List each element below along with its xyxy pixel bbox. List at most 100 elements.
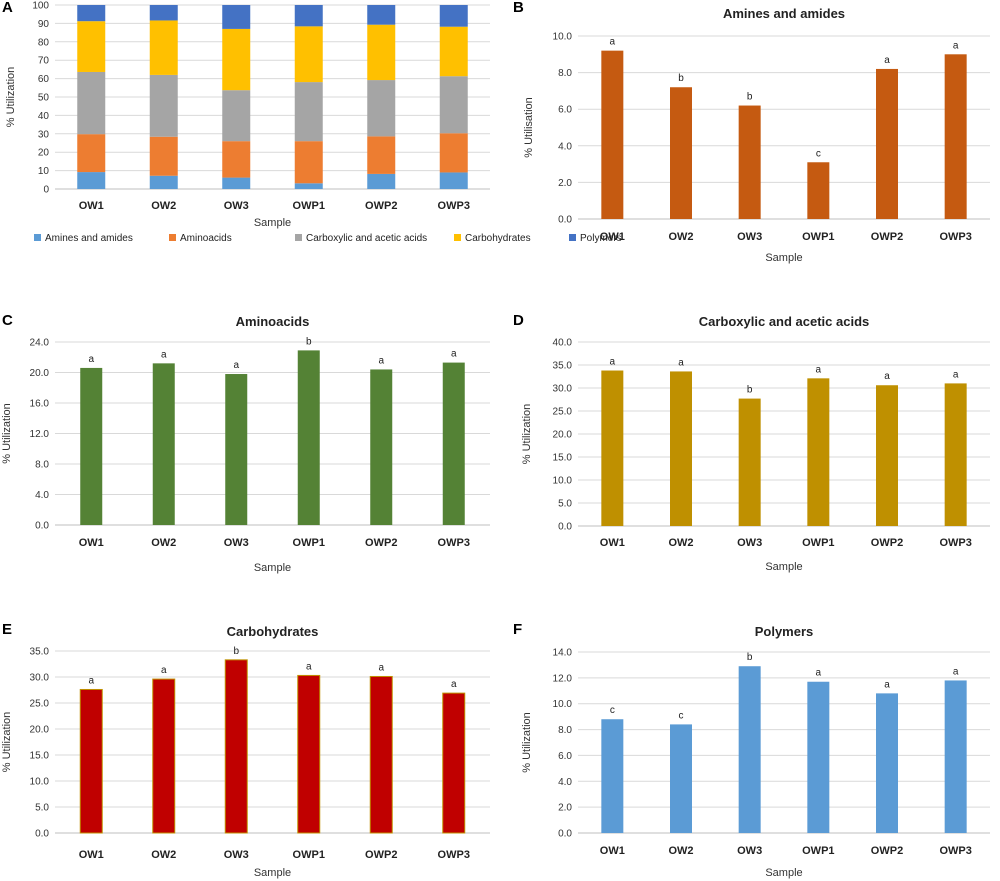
bar <box>807 162 830 219</box>
y-tick-label: 0.0 <box>558 522 572 533</box>
bar-segment <box>367 80 396 137</box>
legend-label: Carboxylic and acetic acids <box>306 233 427 244</box>
significance-letter: b <box>306 336 312 347</box>
significance-letter: a <box>816 668 822 679</box>
y-tick-label: 90 <box>38 19 50 30</box>
y-tick-label: 12.0 <box>553 673 573 684</box>
significance-letter: a <box>451 679 457 690</box>
x-tick-label: OWP3 <box>438 200 470 212</box>
bar <box>876 68 898 219</box>
significance-letter: a <box>451 349 457 360</box>
legend-swatch <box>295 234 302 241</box>
y-tick-label: 20.0 <box>553 430 573 441</box>
significance-letter: a <box>161 349 167 360</box>
x-axis-label: Sample <box>765 867 802 879</box>
bar <box>297 350 320 525</box>
bar-segment <box>439 172 468 189</box>
significance-letter: b <box>747 92 753 103</box>
bar-segment <box>77 5 106 22</box>
x-tick-label: OW2 <box>151 849 176 861</box>
bar <box>225 374 248 525</box>
legend-item: Amines and amides <box>34 233 133 244</box>
x-tick-label: OW3 <box>737 231 762 243</box>
y-tick-label: 80 <box>38 37 50 48</box>
bar-segment <box>77 71 106 135</box>
chart-title: Amines and amides <box>723 6 845 21</box>
y-tick-label: 10.0 <box>30 777 50 788</box>
significance-letter: a <box>884 679 890 690</box>
x-tick-label: OWP1 <box>293 200 325 212</box>
chart-title: Polymers <box>755 624 814 639</box>
bar <box>80 367 103 525</box>
y-tick-label: 30.0 <box>30 673 50 684</box>
bar-segment <box>439 76 468 134</box>
significance-letter: a <box>610 357 616 368</box>
y-tick-label: 20 <box>38 148 50 159</box>
bar <box>670 371 692 526</box>
legend-label: Polymers <box>580 233 622 244</box>
significance-letter: a <box>953 369 959 380</box>
significance-letter: c <box>610 705 615 716</box>
bar <box>670 87 692 220</box>
legend-swatch <box>454 234 461 241</box>
y-tick-label: 10.0 <box>553 32 573 43</box>
y-axis-label: % Utilization <box>1 712 13 773</box>
x-tick-label: OW2 <box>668 231 693 243</box>
y-tick-label: 6.0 <box>558 751 572 762</box>
bar-segment <box>77 21 106 72</box>
bar <box>224 659 248 834</box>
x-tick-label: OW3 <box>224 537 249 549</box>
y-tick-label: 8.0 <box>35 460 49 471</box>
x-tick-label: OWP2 <box>871 845 903 857</box>
x-tick-label: OWP1 <box>802 845 834 857</box>
significance-letter: a <box>378 355 384 366</box>
x-tick-label: OWP3 <box>438 537 470 549</box>
bar-segment <box>294 5 323 27</box>
legend-swatch <box>34 234 41 241</box>
bar-segment <box>222 5 251 29</box>
x-tick-label: OWP3 <box>939 537 971 549</box>
bar-segment <box>367 136 396 174</box>
legend-swatch <box>169 234 176 241</box>
bar-segment <box>222 141 251 178</box>
bar-segment <box>439 26 468 77</box>
panel-letter: C <box>2 312 13 329</box>
x-tick-label: OWP2 <box>365 200 397 212</box>
y-tick-label: 14.0 <box>553 648 573 659</box>
bar-segment <box>294 82 323 142</box>
chart-panel-d: D Carboxylic and acetic acids 0.0 5.0 10.0 15… <box>513 312 990 573</box>
y-tick-label: 5.0 <box>35 803 49 814</box>
x-tick-label: OW1 <box>600 537 625 549</box>
bar-segment <box>439 5 468 27</box>
bar <box>807 378 830 526</box>
bar <box>944 680 967 833</box>
significance-letter: c <box>679 710 684 721</box>
panel-letter: A <box>2 0 13 16</box>
chart-panel-a: A 0 10 20 30 40 50 60 70 80 90 100 % Utilization OW1 O… <box>2 0 622 244</box>
significance-letter: a <box>306 661 312 672</box>
y-tick-label: 16.0 <box>30 399 50 410</box>
significance-letter: a <box>884 55 890 66</box>
x-tick-label: OW1 <box>79 200 104 212</box>
bar-segment <box>149 5 178 21</box>
y-tick-label: 15.0 <box>553 453 573 464</box>
panel-letter: D <box>513 312 524 329</box>
bar-segment <box>367 173 396 189</box>
x-tick-label: OW2 <box>151 200 176 212</box>
bar <box>370 369 393 525</box>
bar-segment <box>77 172 106 189</box>
bar-segment <box>149 74 178 137</box>
bar-segment <box>439 133 468 173</box>
legend-item: Aminoacids <box>169 233 232 244</box>
x-tick-label: OW1 <box>600 231 625 243</box>
legend-label: Amines and amides <box>45 233 133 244</box>
bar <box>79 688 103 834</box>
bar <box>944 383 967 526</box>
significance-letter: a <box>884 371 890 382</box>
y-tick-label: 100 <box>32 1 49 12</box>
y-tick-label: 30.0 <box>553 384 573 395</box>
bar <box>738 105 761 219</box>
bar-segment <box>294 183 323 189</box>
bar-segment <box>222 28 251 91</box>
bar <box>876 693 898 833</box>
